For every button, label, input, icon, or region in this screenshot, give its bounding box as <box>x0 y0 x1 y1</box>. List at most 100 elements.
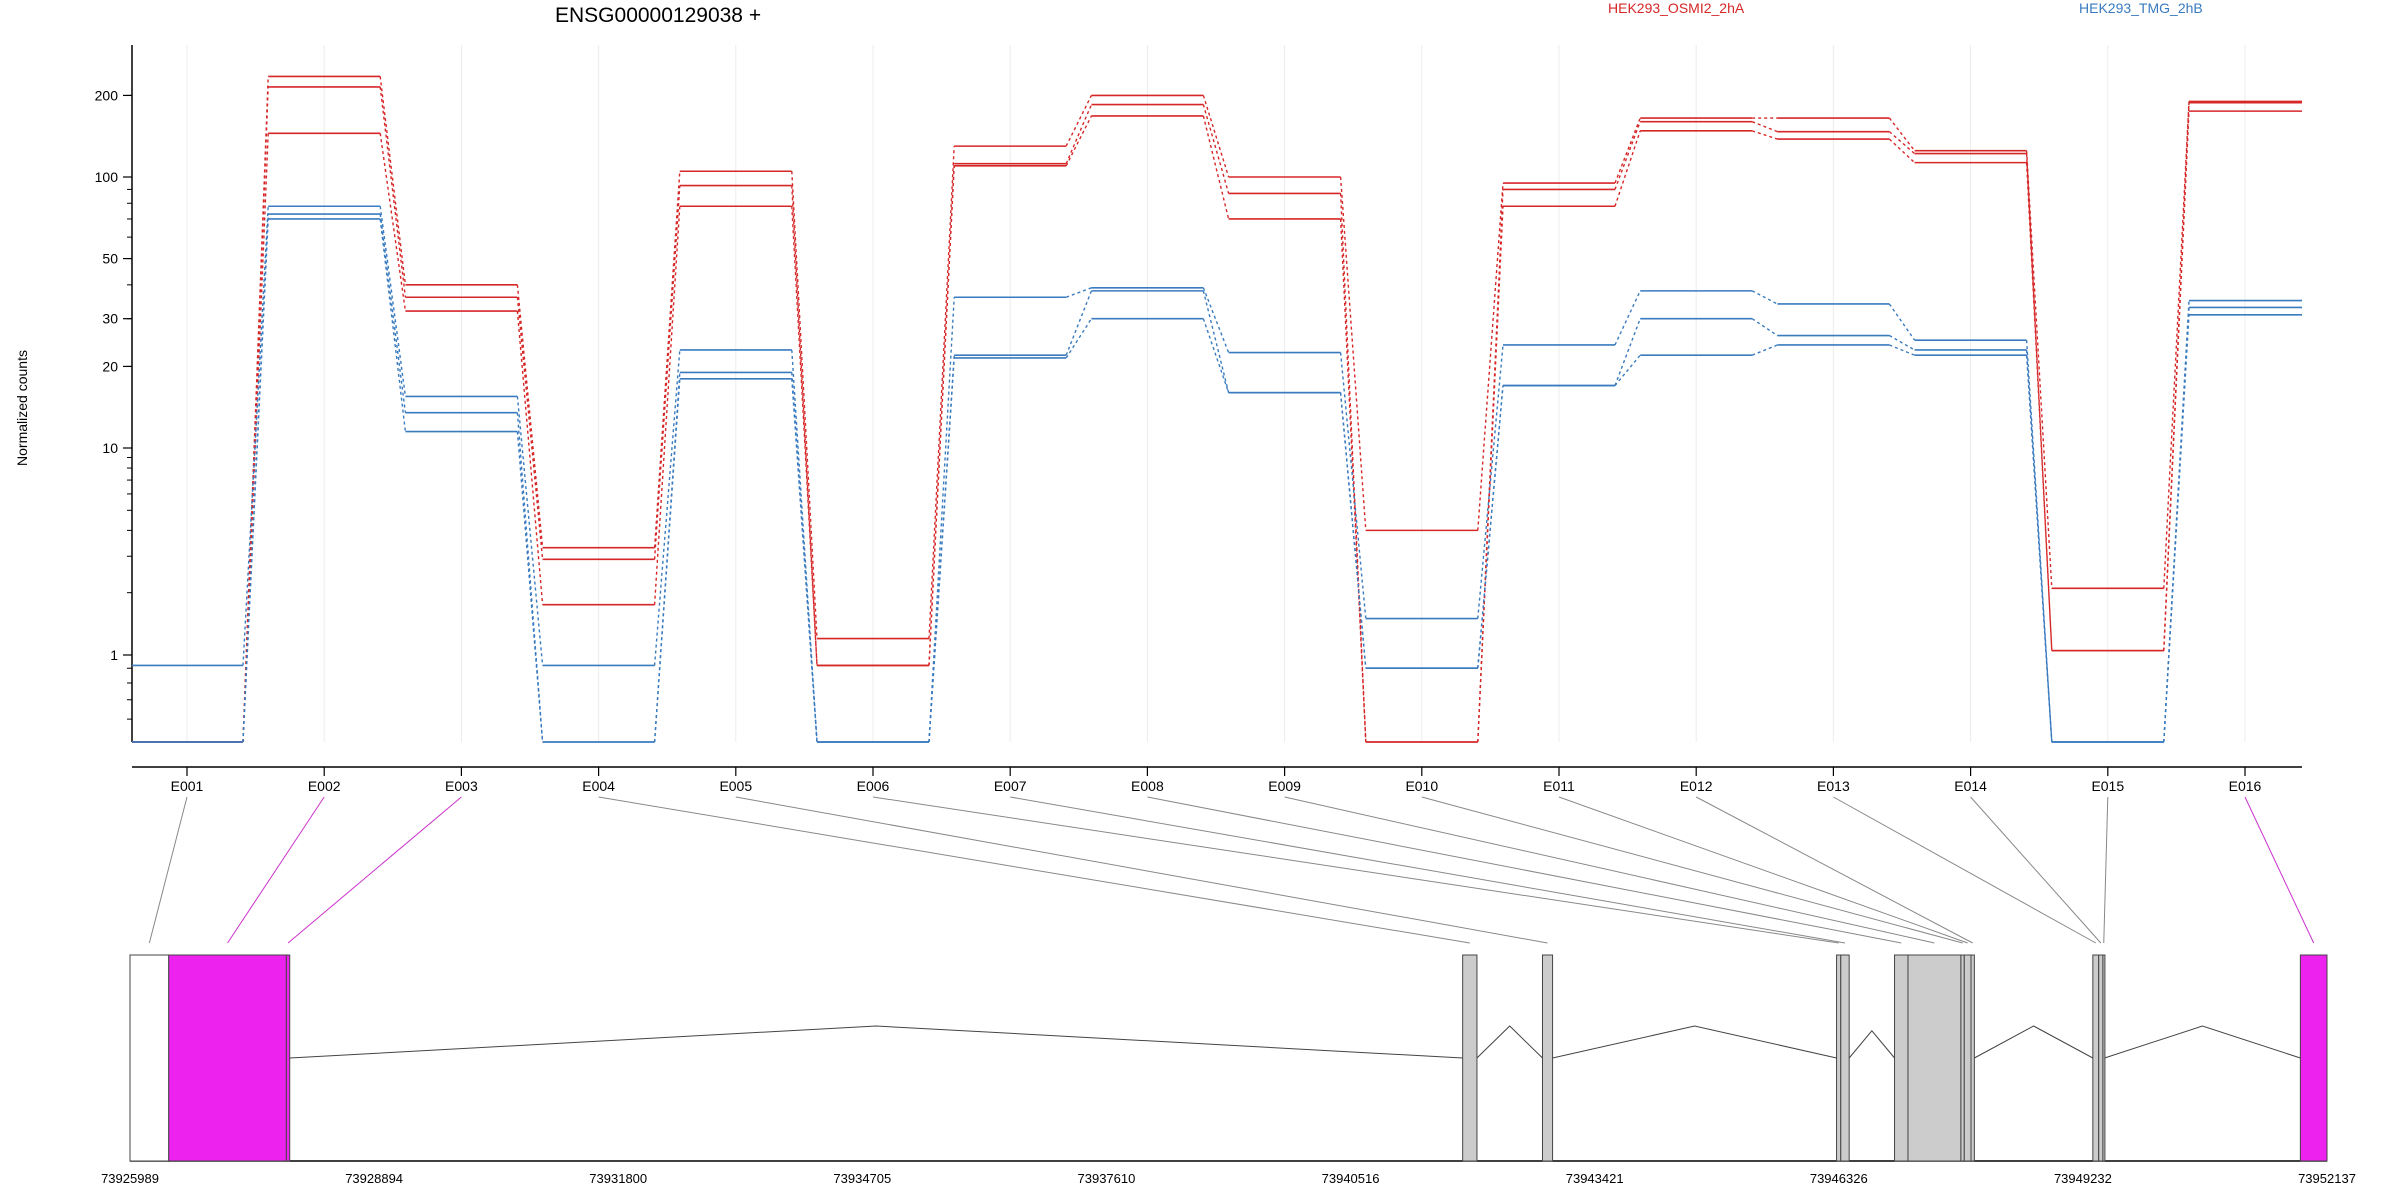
series-5-transition-12 <box>1889 344 1915 356</box>
series-2-transition-11 <box>1751 130 1778 140</box>
series-3-transition-10 <box>1614 290 1641 346</box>
series-2-transition-10 <box>1614 130 1641 207</box>
grid-layer <box>186 45 2246 742</box>
series-3-transition-0 <box>242 206 269 666</box>
series-5-transition-9 <box>1477 385 1504 669</box>
series-5-transition-14 <box>2163 314 2190 743</box>
series-2-transition-6 <box>1065 115 1093 167</box>
series-0-transition-13 <box>2025 150 2053 589</box>
axes: 1 10 20 30 50 100 200 E001 E002 E003 E004 E005 E006 E… <box>95 45 2302 794</box>
series-3-transition-12 <box>1888 303 1916 341</box>
connector-e001 <box>148 796 188 944</box>
exon-box-e016 <box>2299 954 2328 1162</box>
x-tick-label-e002: E002 <box>308 778 341 794</box>
connector-e002 <box>227 796 325 944</box>
series-5-transition-3 <box>653 378 681 743</box>
series-lines <box>132 75 2302 743</box>
series-5-transition-2 <box>516 431 544 743</box>
series-2-transition-5 <box>928 165 955 666</box>
exon-box-e006 <box>1836 954 1842 1162</box>
y-tick-label-1: 1 <box>110 647 118 663</box>
coordinate-label-73928894: 73928894 <box>345 1171 403 1186</box>
exon-box-e009 <box>1907 954 1962 1162</box>
exon-box-e015 <box>2102 954 2106 1162</box>
series-4-transition-2 <box>516 412 544 743</box>
y-tick-label-10: 10 <box>102 440 118 456</box>
series-5-transition-4 <box>791 378 818 743</box>
series-2-transition-7 <box>1202 115 1230 220</box>
exon-box-e005 <box>1541 954 1554 1162</box>
connector-e015 <box>2103 796 2109 944</box>
series-2 <box>132 110 2302 743</box>
series-3-transition-11 <box>1751 290 1778 305</box>
series-3-transition-8 <box>1339 352 1367 619</box>
series-1-transition-13 <box>2025 153 2053 651</box>
coordinate-label-73937610: 73937610 <box>1078 1171 1136 1186</box>
series-5-transition-8 <box>1339 392 1367 669</box>
series-1-transition-2 <box>516 297 544 560</box>
series-3-transition-3 <box>653 349 681 666</box>
series-0 <box>132 75 2302 743</box>
intron-e015 <box>2104 1025 2301 1059</box>
exon-box-e008 <box>1894 954 1909 1162</box>
series-1 <box>132 86 2302 743</box>
series-0-transition-10 <box>1614 117 1641 184</box>
x-tick-label-e013: E013 <box>1817 778 1850 794</box>
series-0-transition-2 <box>516 284 544 548</box>
series-2-transition-14 <box>2163 111 2190 651</box>
x-tick-label-e012: E012 <box>1680 778 1713 794</box>
series-0-transition-9 <box>1477 182 1504 531</box>
coordinate-label-73940516: 73940516 <box>1322 1171 1380 1186</box>
connector-e010 <box>1421 796 1963 944</box>
exon-box-e010 <box>1960 954 1965 1162</box>
series-1-transition-6 <box>1065 104 1093 164</box>
series-4-transition-10 <box>1614 318 1641 386</box>
exon-box-e003 <box>285 954 291 1162</box>
connector-e011 <box>1558 796 1968 944</box>
connector-e003 <box>287 796 462 944</box>
intron-e012 <box>1974 1025 2094 1059</box>
series-4-transition-7 <box>1202 290 1230 393</box>
connector-e008 <box>1147 796 1902 944</box>
series-2-transition-9 <box>1477 206 1504 743</box>
series-1-transition-7 <box>1202 104 1230 194</box>
legend-entry-tmg: HEK293_TMG_2hB <box>2079 0 2203 16</box>
exon-box-e004 <box>1462 954 1478 1162</box>
series-1-transition-1 <box>379 86 407 298</box>
connector-e004 <box>598 796 1470 944</box>
coordinate-label-73925989: 73925989 <box>101 1171 159 1186</box>
x-tick-label-e001: E001 <box>171 778 204 794</box>
x-tick-label-e004: E004 <box>582 778 615 794</box>
series-3-transition-7 <box>1202 287 1230 353</box>
x-tick-label-e005: E005 <box>719 778 752 794</box>
series-0-transition-12 <box>1888 117 1916 152</box>
connector-e012 <box>1695 796 1973 944</box>
exon-box-e014 <box>2098 954 2104 1162</box>
series-1-transition-3 <box>653 185 681 560</box>
series-1-transition-10 <box>1614 121 1641 190</box>
intron-e004 <box>1476 1025 1543 1059</box>
legend-entry-osmi2: HEK293_OSMI2_2hA <box>1608 0 1745 16</box>
x-tick-label-e007: E007 <box>994 778 1027 794</box>
series-4-transition-11 <box>1751 318 1778 337</box>
connector-e014 <box>1970 796 2102 944</box>
y-tick-label-200: 200 <box>95 87 119 103</box>
x-tick-label-e011: E011 <box>1543 778 1575 794</box>
x-tick-label-e014: E014 <box>1954 778 1987 794</box>
connector-e007 <box>1010 796 1846 944</box>
series-5-transition-13 <box>2025 355 2053 743</box>
series-2-transition-2 <box>516 311 544 605</box>
x-tick-label-e010: E010 <box>1405 778 1438 794</box>
exon-box-e001 <box>129 954 170 1162</box>
exon-connectors <box>148 796 2315 944</box>
series-1-transition-12 <box>1888 131 1916 155</box>
series-3-transition-1 <box>379 206 407 397</box>
y-tick-label-100: 100 <box>95 169 119 185</box>
series-4 <box>132 213 2302 743</box>
connector-e009 <box>1284 796 1935 944</box>
intron-e003 <box>289 1025 1463 1059</box>
series-2-transition-12 <box>1888 138 1916 164</box>
exon-box-e007 <box>1840 954 1850 1162</box>
x-tick-label-e003: E003 <box>445 778 478 794</box>
series-0-transition-4 <box>791 171 818 639</box>
